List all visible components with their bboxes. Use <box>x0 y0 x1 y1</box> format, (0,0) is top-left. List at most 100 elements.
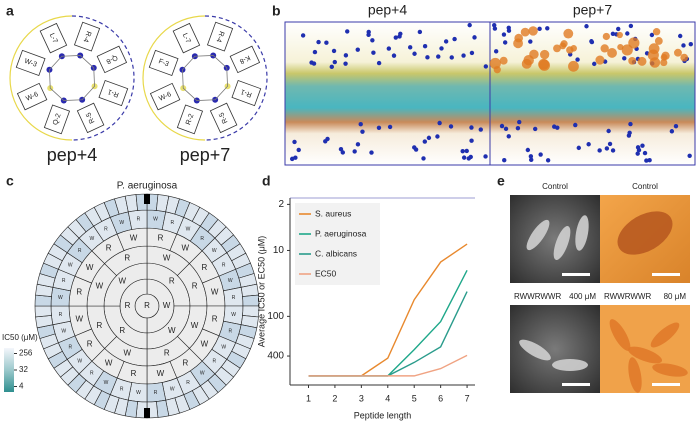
ion <box>483 64 489 69</box>
residue: R-1 <box>98 79 129 107</box>
heatmap-letter: W <box>163 254 171 263</box>
residue: Q-8 <box>96 45 128 74</box>
residue: R-2 <box>176 104 204 135</box>
residue-box <box>209 102 238 134</box>
cell <box>609 319 631 351</box>
heatmap-letter: W <box>86 263 94 272</box>
membrane <box>284 21 491 166</box>
residue-label: R-1 <box>240 87 253 97</box>
ion <box>296 147 301 153</box>
ion <box>501 32 507 37</box>
residue-label: R-1 <box>107 87 120 97</box>
heatmap-letter: R <box>154 390 158 396</box>
residue: R-4 <box>73 21 101 52</box>
ion <box>610 31 616 37</box>
wheel-backbone <box>49 55 95 101</box>
heatmap-cell <box>34 305 52 318</box>
heatmap-letter: W <box>200 371 205 377</box>
ion <box>669 129 675 134</box>
heatmap-letter: R <box>232 295 236 301</box>
heatmap-letter: R <box>186 380 190 386</box>
ion <box>464 148 469 154</box>
wheel-arc <box>204 15 268 141</box>
ion <box>636 147 642 153</box>
x-tick-label: 6 <box>438 393 443 403</box>
peptide <box>660 58 668 67</box>
residue: W-3 <box>15 49 46 77</box>
heatmap-cell <box>34 294 52 307</box>
residue-box <box>98 79 129 107</box>
peptide <box>539 49 550 60</box>
heatmap-letter: W <box>77 359 82 365</box>
ion <box>343 61 348 66</box>
ion <box>640 143 645 148</box>
ion <box>529 157 534 163</box>
residue-box <box>16 82 48 111</box>
ion <box>606 128 611 134</box>
ion <box>604 146 610 151</box>
heatmap-letter: R <box>76 288 82 297</box>
cell <box>552 359 588 371</box>
ion <box>369 150 374 155</box>
cell <box>526 219 550 251</box>
x-axis-label: Peptide length <box>354 410 412 420</box>
heatmap-letter: R <box>131 369 137 378</box>
ion <box>398 31 403 36</box>
panel-label: c <box>6 173 14 189</box>
series-line <box>308 354 468 377</box>
residue: K-8 <box>229 45 261 74</box>
colorbar-label: 4 <box>19 382 24 391</box>
peptide <box>538 59 550 71</box>
heatmap-letter: W <box>186 227 191 233</box>
heatmap-letter: W <box>118 276 126 285</box>
heatmap-letter: R <box>97 321 103 330</box>
peptide <box>654 37 663 45</box>
residue-label: Q-8 <box>105 53 119 64</box>
heatmap-letter: R <box>104 227 108 233</box>
heatmap-letter: R <box>212 359 216 365</box>
ion <box>483 154 488 159</box>
residue-box <box>39 22 68 54</box>
heatmap-letter: R <box>170 220 174 226</box>
ion <box>573 122 578 128</box>
ion <box>537 26 542 32</box>
residue-label: L-7 <box>48 32 59 44</box>
heatmap-letter: R <box>158 233 164 242</box>
heatmap-letter: W <box>76 315 84 324</box>
residue-label: R-5 <box>85 111 96 124</box>
ion <box>407 45 413 50</box>
ion <box>673 123 679 129</box>
peptide <box>521 58 532 69</box>
ion <box>538 152 543 157</box>
ion <box>528 154 534 159</box>
peptide <box>616 31 623 39</box>
peptide <box>595 55 605 65</box>
cell <box>627 346 663 364</box>
peptide <box>553 44 561 53</box>
heatmap-letter: W <box>231 312 236 318</box>
ion <box>366 32 371 38</box>
peptide <box>628 37 640 49</box>
micrograph-peptide: RWWRWWR <box>604 292 651 301</box>
heatmap-letter: W <box>201 339 209 348</box>
residue-label: W-3 <box>23 58 37 69</box>
residue-box <box>229 45 261 74</box>
heatmap-letter: W <box>228 278 233 284</box>
ion <box>687 153 692 159</box>
residue: W-6 <box>149 82 181 111</box>
ion <box>439 46 444 51</box>
heatmap-letter: W <box>119 220 124 226</box>
ion <box>300 33 306 38</box>
peptide <box>520 27 530 37</box>
heatmap-title: P. aeruginosa <box>117 181 178 192</box>
y-tick-label: 400 <box>267 351 284 362</box>
peptide <box>559 42 567 50</box>
ion <box>642 150 648 156</box>
ion <box>443 39 449 44</box>
ion <box>422 139 428 144</box>
heatmap-letter: W <box>182 244 190 253</box>
ion <box>448 124 454 129</box>
residue-label: R-4 <box>214 30 224 43</box>
residue-label: F-3 <box>157 58 169 68</box>
